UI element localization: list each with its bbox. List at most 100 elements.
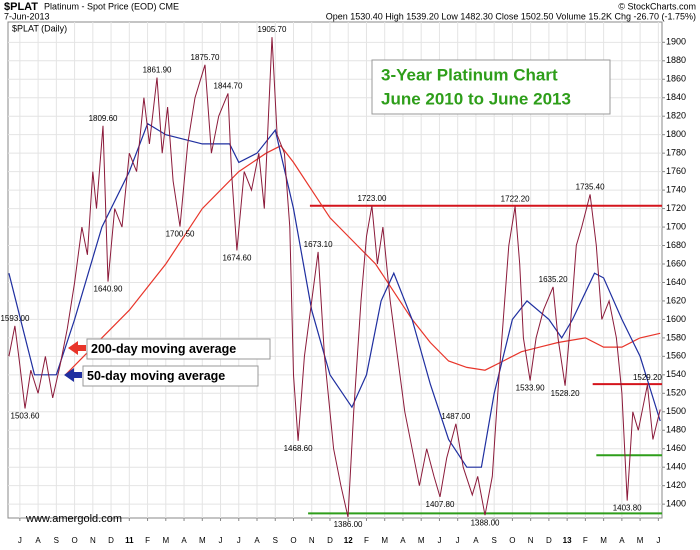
legend-label: 200-day moving average [91,342,236,356]
price-annotation: 1407.80 [426,500,455,509]
price-annotation: 1468.60 [284,444,313,453]
x-tick-label: M [637,536,644,545]
watermark: www.amergold.com [25,513,122,525]
y-tick-label: 1540 [666,369,686,379]
x-tick-label: S [273,536,278,545]
price-annotation: 1844.70 [214,82,243,91]
x-tick-label: M [418,536,425,545]
x-tick-label: M [199,536,206,545]
x-tick-label: A [35,536,41,545]
y-tick-label: 1820 [666,111,686,121]
y-tick-label: 1780 [666,148,686,158]
legend-arrow [68,341,86,355]
y-tick-label: 1640 [666,277,686,287]
y-tick-label: 1460 [666,443,686,453]
y-tick-label: 1800 [666,129,686,139]
price-annotation: 1700.50 [166,230,195,239]
x-tick-label: D [546,536,552,545]
x-tick-label: J [219,536,223,545]
y-tick-label: 1840 [666,92,686,102]
x-tick-label: J [437,536,441,545]
y-tick-label: 1700 [666,221,686,231]
price-annotation: 1722.20 [501,195,530,204]
y-tick-label: 1520 [666,388,686,398]
x-tick-label: O [290,536,296,545]
y-tick-label: 1760 [666,166,686,176]
price-annotation: 1809.60 [89,114,118,123]
x-tick-label: N [528,536,534,545]
price-line [8,37,661,518]
x-tick-label: J [18,536,22,545]
x-tick-label: N [90,536,96,545]
price-annotation: 1386.00 [334,520,363,529]
y-tick-label: 1480 [666,425,686,435]
price-annotation: 1388.00 [471,518,500,527]
x-tick-label: S [54,536,59,545]
legend-box [86,338,271,360]
date: 7-Jun-2013 [4,11,50,21]
x-tick-label: A [619,536,625,545]
price-annotation: 1635.20 [539,275,568,284]
y-tick-label: 1680 [666,240,686,250]
price-annotation: 1905.70 [258,25,287,34]
price-annotation: 1875.70 [191,53,220,62]
y-tick-label: 1900 [666,37,686,47]
y-tick-label: 1560 [666,351,686,361]
x-tick-label: 13 [563,536,572,545]
y-tick-label: 1740 [666,184,686,194]
y-tick-label: 1720 [666,203,686,213]
y-tick-label: 1660 [666,258,686,268]
price-annotation: 1528.20 [551,389,580,398]
chart-title: 3-Year Platinum Chart [381,65,558,84]
quote: Open 1530.40 High 1539.20 Low 1482.30 Cl… [326,11,696,21]
x-tick-label: J [456,536,460,545]
legend-arrow [64,368,82,382]
y-tick-label: 1880 [666,55,686,65]
y-tick-label: 1620 [666,295,686,305]
source: © StockCharts.com [618,1,696,11]
price-annotation: 1640.90 [94,285,123,294]
x-tick-label: J [656,536,660,545]
price-annotation: 1533.90 [516,384,545,393]
y-tick-label: 1580 [666,332,686,342]
x-tick-label: D [108,536,114,545]
x-tick-label: M [381,536,388,545]
price-annotation: 1593.00 [0,314,29,323]
price-annotation: 1861.90 [143,66,172,75]
price-annotation: 1735.40 [576,182,605,191]
x-tick-label: M [600,536,607,545]
chart-subtitle: June 2010 to June 2013 [381,89,571,108]
y-tick-label: 1860 [666,74,686,84]
price-annotation: 1673.10 [304,240,333,249]
x-tick-label: 11 [125,536,134,545]
x-tick-label: A [473,536,479,545]
price-annotation: 1503.60 [11,412,40,421]
panel-label: $PLAT (Daily) [12,23,67,33]
x-tick-label: M [162,536,169,545]
marks [8,37,662,518]
ma-line [65,145,661,376]
title-box [371,59,611,115]
legend-label: 50-day moving average [87,369,225,383]
x-tick-label: F [583,536,588,545]
symbol: $PLAT [4,1,38,13]
x-tick-label: A [181,536,187,545]
x-tick-label: O [71,536,77,545]
x-tick-label: N [309,536,315,545]
x-tick-label: F [145,536,150,545]
x-tick-label: O [509,536,515,545]
x-tick-label: J [237,536,241,545]
price-annotation: 1674.60 [222,254,251,263]
x-tick-label: S [491,536,496,545]
x-tick-label: F [364,536,369,545]
y-tick-label: 1600 [666,314,686,324]
price-annotation: 1487.00 [441,412,470,421]
y-tick-label: 1420 [666,480,686,490]
ma-line [8,122,661,468]
x-tick-label: D [327,536,333,545]
x-tick-label: 12 [344,536,353,545]
legend-box [82,365,259,387]
y-tick-label: 1500 [666,406,686,416]
y-tick-label: 1400 [666,499,686,509]
